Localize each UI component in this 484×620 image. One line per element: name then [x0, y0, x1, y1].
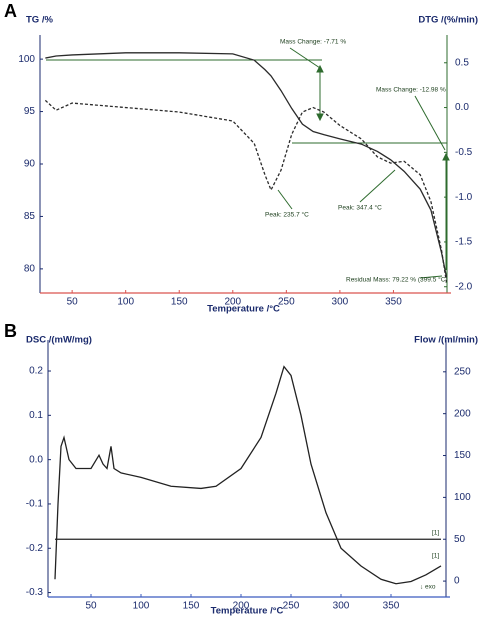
x-tick-label: 50 — [67, 297, 79, 308]
leader-line — [289, 47, 321, 69]
annotation: Peak: 347.4 °C — [338, 204, 382, 212]
x-tick-label: 50 — [85, 601, 97, 612]
y-tick-label: 80 — [24, 264, 36, 275]
x-tick-label: 300 — [332, 297, 349, 308]
y2-axis-label: DTG /(%/min) — [418, 15, 478, 26]
panel-label: B — [4, 321, 17, 341]
y2-tick-label: 0 — [454, 576, 460, 587]
x-tick-label: 250 — [278, 297, 295, 308]
annotation: ↓ exo — [420, 584, 436, 591]
x-axis-label: Temperature /°C — [211, 606, 284, 617]
y-tick-label: 90 — [24, 159, 36, 170]
y-tick-label: -0.2 — [26, 543, 44, 554]
arrow-head — [316, 113, 324, 122]
leader-line — [414, 95, 446, 151]
y2-tick-label: 0.5 — [455, 57, 469, 68]
y2-tick-label: -2.0 — [455, 281, 473, 292]
y2-tick-label: 200 — [454, 408, 471, 419]
guide-lines — [46, 47, 450, 279]
y2-tick-label: 50 — [454, 534, 466, 545]
x-tick-label: 200 — [233, 601, 250, 612]
x-tick-label: 150 — [171, 297, 188, 308]
y-tick-label: -0.3 — [26, 587, 44, 598]
x-tick-label: 200 — [224, 297, 241, 308]
annotation: Residual Mass: 79.22 % (399.5 °C) — [346, 276, 448, 284]
y-tick-label: 0.2 — [29, 366, 43, 377]
y2-tick-label: 150 — [454, 450, 471, 461]
y-axis-label: TG /% — [26, 15, 53, 26]
x-tick-label: 150 — [183, 601, 200, 612]
annotation: Mass Change: -7.71 % — [280, 39, 346, 46]
x-tick-label: 250 — [283, 601, 300, 612]
annotation: Peak: 235.7 °C — [265, 211, 309, 219]
y2-tick-label: -1.0 — [455, 192, 473, 203]
panel-label: A — [4, 1, 17, 21]
leader-line — [277, 189, 293, 210]
x-tick-label: 100 — [133, 601, 150, 612]
annotation: [1] — [432, 530, 439, 537]
arrow-head — [316, 64, 324, 73]
x-axis-label: Temperature /°C — [207, 304, 280, 315]
y-tick-label: 0.1 — [29, 410, 43, 421]
x-tick-label: 300 — [333, 601, 350, 612]
annotation: [1] — [432, 553, 439, 560]
y-tick-label: 95 — [24, 106, 36, 117]
y2-tick-label: 0.0 — [455, 102, 469, 113]
y-tick-label: 100 — [18, 54, 35, 65]
y-axis-label: DSC /(mW/mg) — [26, 335, 92, 346]
y2-tick-label: -1.5 — [455, 237, 473, 248]
y2-tick-label: -0.5 — [455, 147, 473, 158]
series-line — [54, 365, 442, 585]
series-line — [45, 52, 448, 278]
y2-tick-label: 250 — [454, 366, 471, 377]
y-tick-label: 85 — [24, 211, 36, 222]
annotation: Mass Change: -12.98 % — [376, 87, 446, 94]
series-line — [44, 99, 448, 283]
x-tick-label: 350 — [383, 601, 400, 612]
y-tick-label: -0.1 — [26, 499, 44, 510]
y-tick-label: 0.0 — [29, 454, 43, 465]
y2-tick-label: 100 — [454, 492, 471, 503]
leader-line — [419, 275, 443, 279]
x-tick-label: 350 — [385, 297, 402, 308]
x-tick-label: 100 — [117, 297, 134, 308]
arrow-head — [442, 152, 450, 161]
leader-line — [359, 169, 396, 203]
